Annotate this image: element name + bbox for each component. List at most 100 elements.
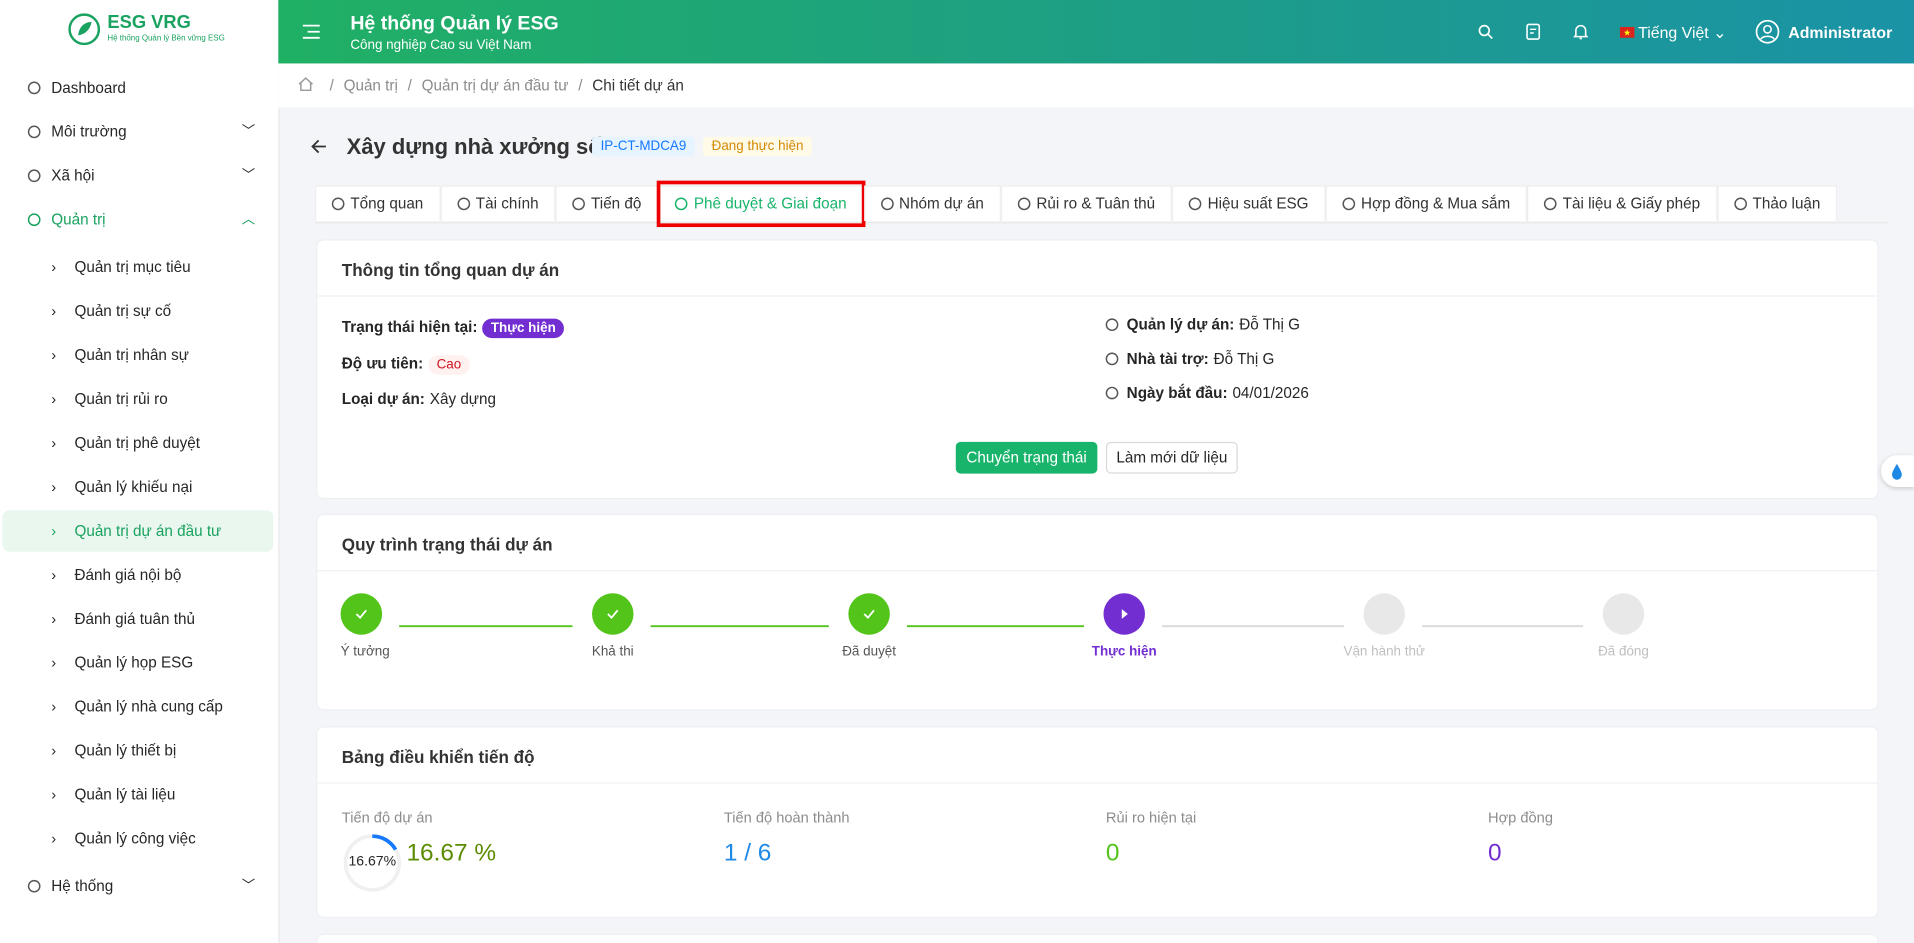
avatar[interactable] — [1755, 19, 1780, 44]
breadcrumb-sep: / — [329, 76, 334, 94]
breadcrumb-item: Chi tiết dự án — [592, 76, 684, 94]
drop-icon — [1892, 463, 1902, 480]
icon — [880, 197, 894, 211]
submenu-item[interactable]: › Đánh giá tuân thủ — [2, 598, 273, 640]
field-label: Trạng thái hiện tại: — [341, 318, 478, 336]
chevron: ︿ — [241, 212, 256, 228]
tab[interactable]: Phê duyệt & Giai đoạn — [657, 180, 865, 228]
icon-shape — [1733, 197, 1747, 211]
tab[interactable]: Tiến độ — [555, 185, 659, 221]
submenu-item[interactable]: › Quản lý nhà cung cấp — [2, 686, 273, 728]
chevron: › — [51, 522, 57, 540]
tab[interactable]: Tài chính — [440, 185, 556, 221]
icon — [1733, 197, 1747, 211]
back-button[interactable] — [310, 138, 327, 155]
divider — [317, 782, 1878, 784]
language-selector[interactable]: Tiếng Việt ⌄ — [1638, 23, 1727, 42]
chevron: › — [51, 566, 57, 584]
icon — [1105, 352, 1119, 366]
submenu-item[interactable]: › Quản lý công việc — [2, 818, 273, 860]
menu-label: Dashboard — [51, 79, 126, 97]
project-status: Đang thực hiện — [703, 136, 813, 157]
menu-item[interactable]: Xã hội ﹀ — [0, 155, 278, 197]
tab-label: Tài liệu & Giấy phép — [1562, 195, 1701, 213]
change-status-button[interactable]: Chuyển trạng thái — [955, 441, 1098, 474]
field-value: Đỗ Thị G — [1213, 350, 1275, 368]
menu-item[interactable]: Quản trị ︿ — [0, 199, 278, 241]
chevron: › — [51, 478, 57, 496]
check — [607, 609, 619, 620]
field-label: Ngày bắt đầu: — [1126, 384, 1228, 402]
tab-label: Nhóm dự án — [899, 195, 984, 213]
submenu-label: Đánh giá tuân thủ — [74, 610, 195, 628]
icon-shape — [1342, 197, 1356, 211]
tab[interactable]: Rủi ro & Tuân thủ — [1000, 185, 1173, 221]
field-value: 04/01/2026 — [1232, 384, 1309, 402]
breadcrumb-item[interactable]: Quản trị dự án đầu tư — [421, 76, 569, 94]
progress-card: Bảng điều khiển tiến độ Tiến độ dự án 16.… — [316, 726, 1879, 918]
field-label: Quản lý dự án: — [1126, 316, 1235, 334]
chevron: › — [51, 346, 57, 364]
home-icon[interactable] — [298, 77, 314, 92]
submenu-label: Đánh giá nội bộ — [74, 566, 182, 584]
check — [863, 609, 875, 620]
brand-name: ESG VRG — [107, 12, 191, 33]
submenu-item[interactable]: › Quản trị rủi ro — [2, 378, 273, 420]
submenu-item[interactable]: › Đánh giá nội bộ — [2, 554, 273, 596]
tab[interactable]: Tài liệu & Giấy phép — [1527, 185, 1718, 221]
project-code: IP-CT-MDCA9 — [592, 136, 695, 157]
submenu-item[interactable]: › Quản trị mục tiêu — [2, 247, 273, 289]
tab[interactable]: Hợp đồng & Mua sắm — [1325, 185, 1528, 221]
submenu-item[interactable]: › Quản lý khiếu nại — [2, 466, 273, 508]
submenu-item[interactable]: › Quản lý thiết bị — [2, 730, 273, 772]
breadcrumb-item[interactable]: Quản trị — [343, 76, 398, 94]
step-label: Ý tưởng — [340, 644, 390, 660]
icon — [1342, 197, 1356, 211]
metrics: Tiến độ dự án 16.67% 16.67 % Tiến độ hoàn t… — [317, 728, 1877, 917]
menu-item[interactable]: Hệ thống ﹀ — [0, 865, 278, 907]
field-value: Thực hiện — [482, 318, 565, 339]
user-name[interactable]: Administrator — [1788, 23, 1893, 42]
chevron: ﹀ — [241, 124, 256, 140]
task-icon[interactable] — [1526, 23, 1541, 40]
menu-label: Quản trị — [51, 211, 106, 229]
chevron: ﹀ — [241, 878, 256, 894]
menu-item[interactable]: Môi trường ﹀ — [0, 111, 278, 153]
menu-item[interactable]: Dashboard — [0, 67, 278, 109]
field-value: Xây dựng — [429, 390, 497, 408]
step-label: Thực hiện — [1091, 644, 1157, 660]
tab-label: Thảo luận — [1752, 195, 1821, 213]
breadcrumb-bar: / Quản trị / Quản trị dự án đầu tư / Chi tiết… — [278, 63, 1914, 108]
submenu-item[interactable]: › Quản trị sự cố — [2, 291, 273, 333]
bell-icon[interactable] — [1573, 23, 1589, 40]
icon-shape — [1544, 197, 1557, 211]
search-icon[interactable] — [1478, 24, 1493, 40]
tab[interactable]: Hiệu suất ESG — [1172, 185, 1326, 221]
icon — [27, 213, 41, 227]
sidebar: ESG VRG Hệ thống Quản lý Bền vững ESG Da… — [0, 0, 280, 943]
icon-shape — [1105, 386, 1119, 400]
step-dot — [848, 593, 890, 635]
chevron: › — [51, 434, 57, 452]
submenu-item[interactable]: › Quản trị phê duyệt — [2, 422, 273, 464]
submenu-label: Quản trị mục tiêu — [74, 258, 191, 276]
refresh-button[interactable]: Làm mới dữ liệu — [1105, 441, 1238, 474]
tab[interactable]: Tổng quan — [314, 185, 441, 221]
submenu-item[interactable]: › Quản lý tài liệu — [2, 774, 273, 816]
menu-label: Môi trường — [51, 123, 127, 141]
tab-label: Tài chính — [475, 195, 539, 213]
assistant-button[interactable] — [1881, 455, 1914, 488]
tab[interactable]: Thảo luận — [1717, 185, 1838, 221]
menu-toggle[interactable] — [302, 24, 320, 39]
submenu-item[interactable]: › Quản trị nhân sự — [2, 334, 273, 376]
icon-shape — [1105, 318, 1119, 332]
submenu-item[interactable]: › Quản trị dự án đầu tư — [2, 510, 274, 552]
breadcrumb: / Quản trị / Quản trị dự án đầu tư / Chi tiết… — [320, 77, 684, 94]
icon — [675, 197, 689, 211]
submenu-item[interactable]: › Quản lý họp ESG — [2, 642, 273, 684]
tab[interactable]: Nhóm dự án — [863, 185, 1001, 221]
icon — [331, 197, 345, 211]
chevron: ﹀ — [241, 168, 256, 184]
step-label: Đã duyệt — [842, 644, 896, 660]
tab-label: Hợp đồng & Mua sắm — [1361, 195, 1511, 213]
